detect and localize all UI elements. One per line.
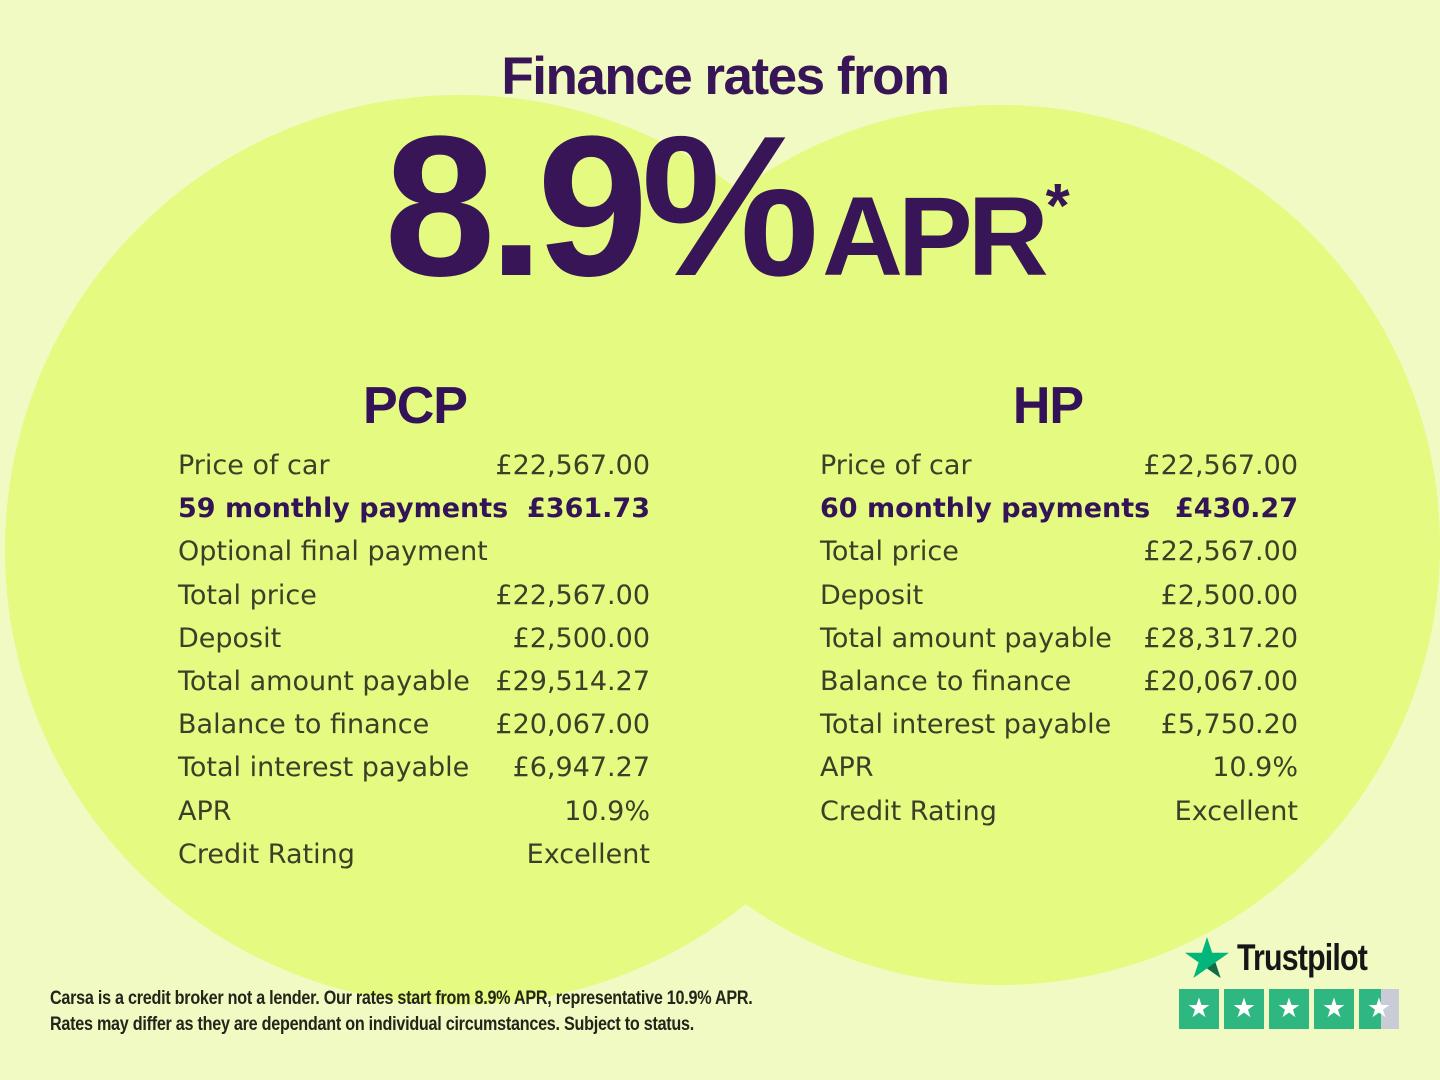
row-label: APR <box>820 752 874 784</box>
row-label: 59 monthly payments <box>178 493 509 525</box>
page-title: Finance rates from <box>501 47 950 106</box>
hp-table: Price of car £22,567.00 60 monthly payme… <box>820 444 1298 833</box>
row-label: Credit Rating <box>178 838 355 870</box>
table-row: Deposit £2,500.00 <box>820 574 1298 617</box>
row-label: Total price <box>820 536 959 568</box>
table-row: Total amount payable £28,317.20 <box>820 617 1298 660</box>
row-label: Deposit <box>820 579 924 611</box>
row-label: Balance to finance <box>178 709 430 741</box>
disclaimer-line-1: Carsa is a credit broker not a lender. O… <box>50 988 753 1009</box>
row-label: Credit Rating <box>820 795 997 827</box>
row-value: £6,947.27 <box>512 752 650 784</box>
row-label: Total amount payable <box>178 666 470 698</box>
row-label: Price of car <box>178 450 330 482</box>
row-value: £28,317.20 <box>1143 622 1298 654</box>
table-row: Total price £22,567.00 <box>820 530 1298 573</box>
table-row: Price of car £22,567.00 <box>820 444 1298 487</box>
table-row: Balance to finance £20,067.00 <box>820 660 1298 703</box>
table-row: Total interest payable £5,750.20 <box>820 703 1298 746</box>
row-value: 10.9% <box>1212 752 1298 784</box>
table-row: Price of car £22,567.00 <box>178 444 650 487</box>
row-value: £20,067.00 <box>1143 666 1298 698</box>
table-row: APR 10.9% <box>178 790 650 833</box>
disclaimer: Carsa is a credit broker not a lender. O… <box>50 986 753 1038</box>
rate-asterisk: * <box>1045 172 1070 241</box>
table-row: Deposit £2,500.00 <box>178 617 650 660</box>
pcp-heading: PCP <box>363 377 468 435</box>
row-label: Deposit <box>178 622 282 654</box>
table-row: Balance to finance £20,067.00 <box>178 703 650 746</box>
row-value: Excellent <box>526 838 650 870</box>
disclaimer-line-2: Rates may differ as they are dependant o… <box>50 1014 695 1035</box>
row-label: Balance to finance <box>820 666 1072 698</box>
rating-star-icon: ★ <box>1359 989 1399 1029</box>
row-label: Total price <box>178 579 317 611</box>
row-label: Optional final payment <box>178 536 488 568</box>
table-row: APR 10.9% <box>820 746 1298 789</box>
row-value: £22,567.00 <box>1143 450 1298 482</box>
row-label: Total interest payable <box>178 752 470 784</box>
trustpilot-wordmark: Trustpilot <box>1237 937 1368 978</box>
table-row: 60 monthly payments £430.27 <box>820 487 1298 530</box>
row-value: £29,514.27 <box>495 666 650 698</box>
rating-star-icon: ★ <box>1314 989 1354 1029</box>
rating-star-icon: ★ <box>1224 989 1264 1029</box>
row-value: 10.9% <box>564 795 650 827</box>
table-row: 59 monthly payments £361.73 <box>178 487 650 530</box>
row-value: £2,500.00 <box>1160 579 1298 611</box>
table-row: Credit Rating Excellent <box>178 833 650 876</box>
row-value: £361.73 <box>527 493 650 525</box>
rating-star-icon: ★ <box>1179 989 1219 1029</box>
table-row: Total price £22,567.00 <box>178 574 650 617</box>
row-value: £22,567.00 <box>495 579 650 611</box>
table-row: Optional final payment <box>178 530 650 573</box>
trustpilot-rating-stars: ★ ★ ★ ★ ★ <box>1179 989 1399 1029</box>
row-value: £430.27 <box>1175 493 1298 525</box>
row-label: Price of car <box>820 450 972 482</box>
trustpilot-logo-row: Trustpilot <box>1185 934 1399 982</box>
rate-value: 8.9% <box>384 95 819 318</box>
table-row: Credit Rating Excellent <box>820 790 1298 833</box>
row-value: £5,750.20 <box>1160 709 1298 741</box>
row-value: £22,567.00 <box>1143 536 1298 568</box>
rating-star-icon: ★ <box>1269 989 1309 1029</box>
table-row: Total interest payable £6,947.27 <box>178 746 650 789</box>
table-row: Total amount payable £29,514.27 <box>178 660 650 703</box>
hp-heading: HP <box>1012 377 1084 435</box>
row-label: 60 monthly payments <box>820 493 1151 525</box>
rate-apr-label: APR <box>822 174 1048 299</box>
row-label: APR <box>178 795 232 827</box>
trustpilot-star-icon <box>1185 937 1229 979</box>
row-value: £20,067.00 <box>495 709 650 741</box>
background-circle-right <box>560 105 1440 985</box>
row-label: Total amount payable <box>820 622 1112 654</box>
row-value: £22,567.00 <box>495 450 650 482</box>
row-value: £2,500.00 <box>512 622 650 654</box>
headline-rate: 8.9% APR * <box>0 107 1440 307</box>
pcp-table: Price of car £22,567.00 59 monthly payme… <box>178 444 650 876</box>
row-label: Total interest payable <box>820 709 1112 741</box>
trustpilot-badge: Trustpilot ★ ★ ★ ★ ★ <box>1179 934 1399 1029</box>
row-value: Excellent <box>1174 795 1298 827</box>
